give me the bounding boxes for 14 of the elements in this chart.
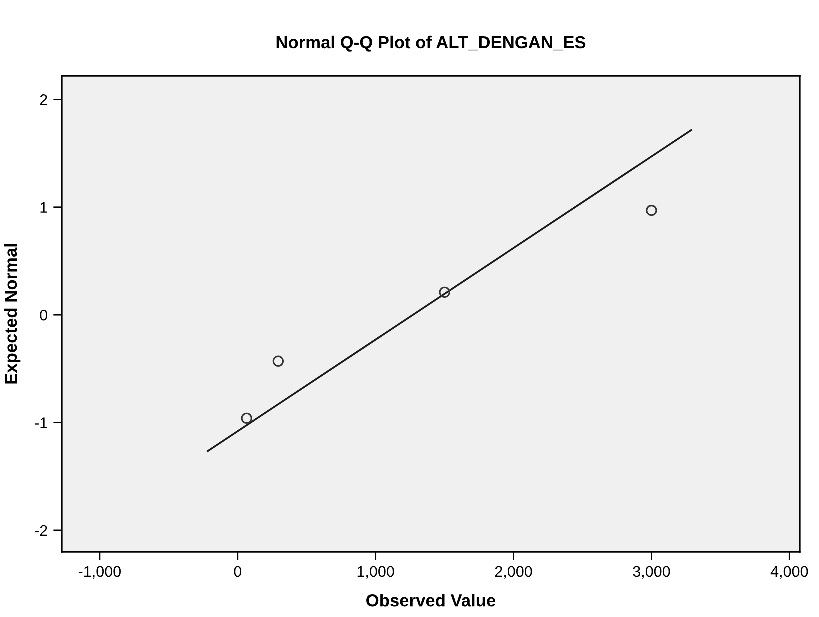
y-tick-label: -2: [35, 525, 48, 536]
y-tick-label: 0: [40, 310, 48, 321]
x-tick-label: 2,000: [495, 566, 532, 579]
y-tick-label: -1: [35, 418, 48, 428]
y-tick-label: 2: [40, 94, 48, 106]
x-tick-label: 0: [234, 566, 242, 578]
y-tick-label: 1: [40, 202, 48, 213]
x-tick-label: 4,000: [770, 566, 808, 579]
x-axis-title: Observed Value: [366, 594, 496, 607]
x-tick-label: 1,000: [358, 566, 394, 579]
y-axis-title: Expected Normal: [4, 244, 21, 384]
x-tick-label: -1,000: [78, 566, 121, 579]
chart-title: Normal Q-Q Plot of ALT_DENGAN_ES: [276, 36, 586, 52]
x-tick-label: 3,000: [633, 566, 670, 579]
